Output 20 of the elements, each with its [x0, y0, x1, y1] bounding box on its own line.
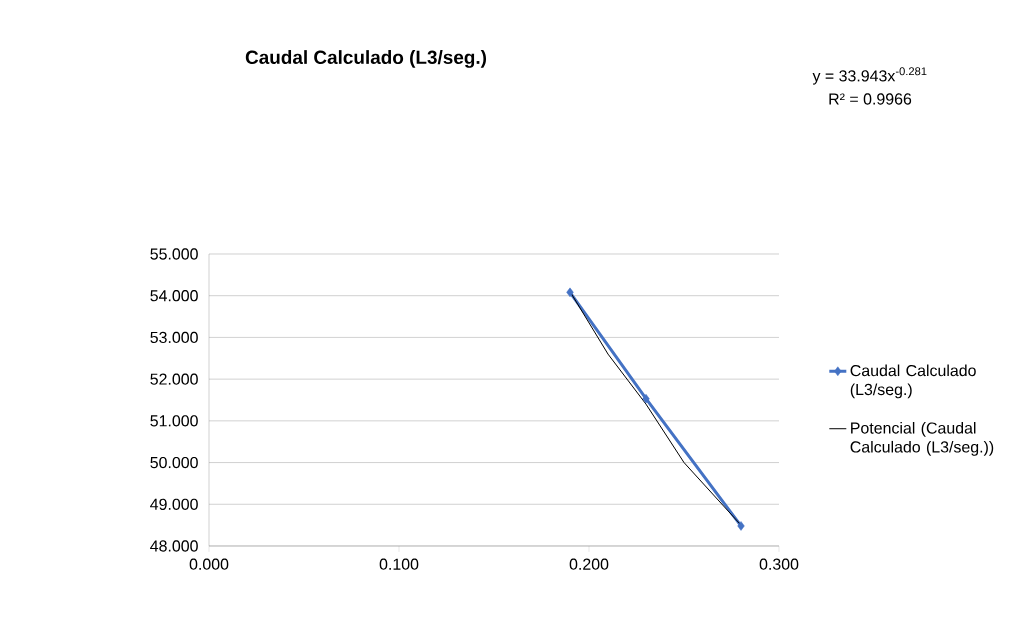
- y-tick-label: 49.000: [150, 498, 198, 510]
- legend-label: Caudal Calculado (L3/seg.): [850, 364, 976, 399]
- point: [642, 393, 650, 404]
- y-tick-label: 54.000: [150, 290, 198, 302]
- y-tick-label: 52.000: [150, 373, 198, 385]
- y-tick-label: 53.000: [150, 331, 198, 344]
- y-tick-label: 50.000: [150, 456, 198, 469]
- text: R² = 0.9966: [829, 93, 912, 105]
- legend-label: Potencial (Caudal Calculado (L3/seg.)): [850, 421, 994, 456]
- y-tick-label: 51.000: [150, 415, 198, 427]
- y-tick-label: 55.000: [150, 248, 198, 260]
- point: [566, 287, 574, 298]
- x-tick-label: 0.200: [569, 558, 609, 570]
- y-tick-label: 48.000: [150, 540, 198, 552]
- point: [737, 521, 745, 531]
- x-tick-label: 0.000: [189, 558, 229, 570]
- x-tick-label: 0.100: [379, 558, 419, 570]
- chart-title: Caudal Calculado (L3/seg.): [245, 50, 487, 68]
- text: y = 33.943x$^{-0.281}$: [812, 67, 927, 85]
- x-tick-label: 0.300: [759, 558, 799, 570]
